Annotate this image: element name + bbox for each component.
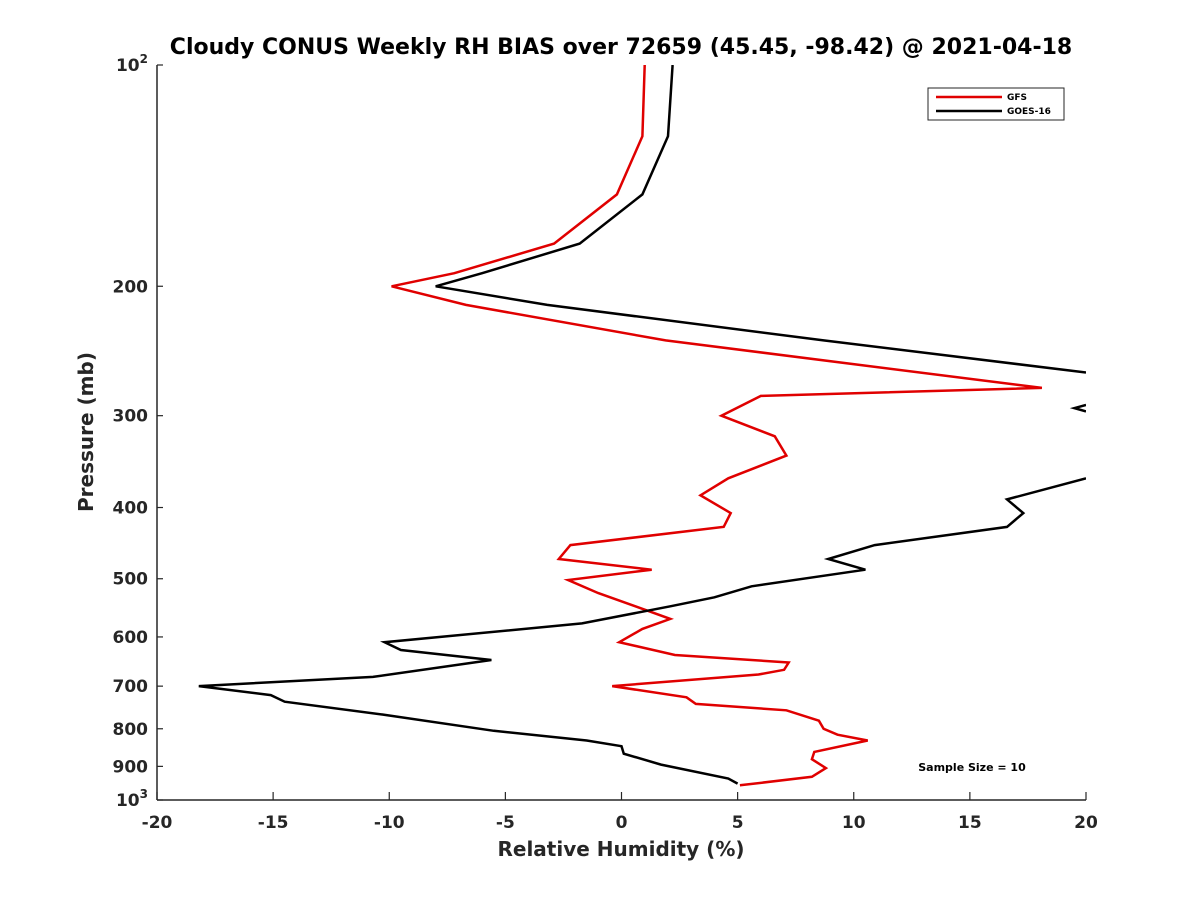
y-tick-label: 102 xyxy=(116,52,148,76)
x-axis-label: Relative Humidity (%) xyxy=(497,837,744,861)
series-layer xyxy=(198,65,1086,787)
y-axis-label: Pressure (mb) xyxy=(74,352,98,512)
x-tick-label: 15 xyxy=(958,813,982,833)
sample-size-annotation: Sample Size = 10 xyxy=(918,761,1026,774)
x-tick-label: -20 xyxy=(142,813,173,833)
y-tick-label: 103 xyxy=(116,787,148,811)
y-ticks: 102 200 300 400 500 600 700 800 900 103 xyxy=(113,52,163,811)
y-tick-label: 800 xyxy=(113,720,149,740)
chart-title: Cloudy CONUS Weekly RH BIAS over 72659 (… xyxy=(170,35,1072,60)
y-tick-label: 600 xyxy=(113,628,149,648)
series-line-goes16 xyxy=(198,65,1086,785)
x-tick-label: -15 xyxy=(258,813,289,833)
y-tick-label: 400 xyxy=(113,499,149,519)
y-tick-label: 300 xyxy=(113,407,149,427)
legend-label-gfs: GFS xyxy=(1007,93,1027,103)
series-line-gfs xyxy=(391,65,1043,787)
x-tick-label: -10 xyxy=(374,813,405,833)
y-tick-label: 700 xyxy=(113,677,149,697)
legend-box xyxy=(927,87,1065,121)
y-tick-label: 900 xyxy=(113,757,149,777)
legend: GFS GOES-16 xyxy=(927,87,1065,121)
x-tick-label: 0 xyxy=(616,813,628,833)
x-tick-label: -5 xyxy=(496,813,515,833)
y-tick-label: 500 xyxy=(113,570,149,590)
x-tick-label: 5 xyxy=(732,813,744,833)
x-tick-label: 10 xyxy=(842,813,866,833)
x-ticks: -20 -15 -10 -5 0 5 10 15 20 xyxy=(142,792,1098,833)
x-tick-label: 20 xyxy=(1074,813,1098,833)
legend-label-goes16: GOES-16 xyxy=(1007,107,1051,117)
y-tick-label: 200 xyxy=(113,277,149,297)
